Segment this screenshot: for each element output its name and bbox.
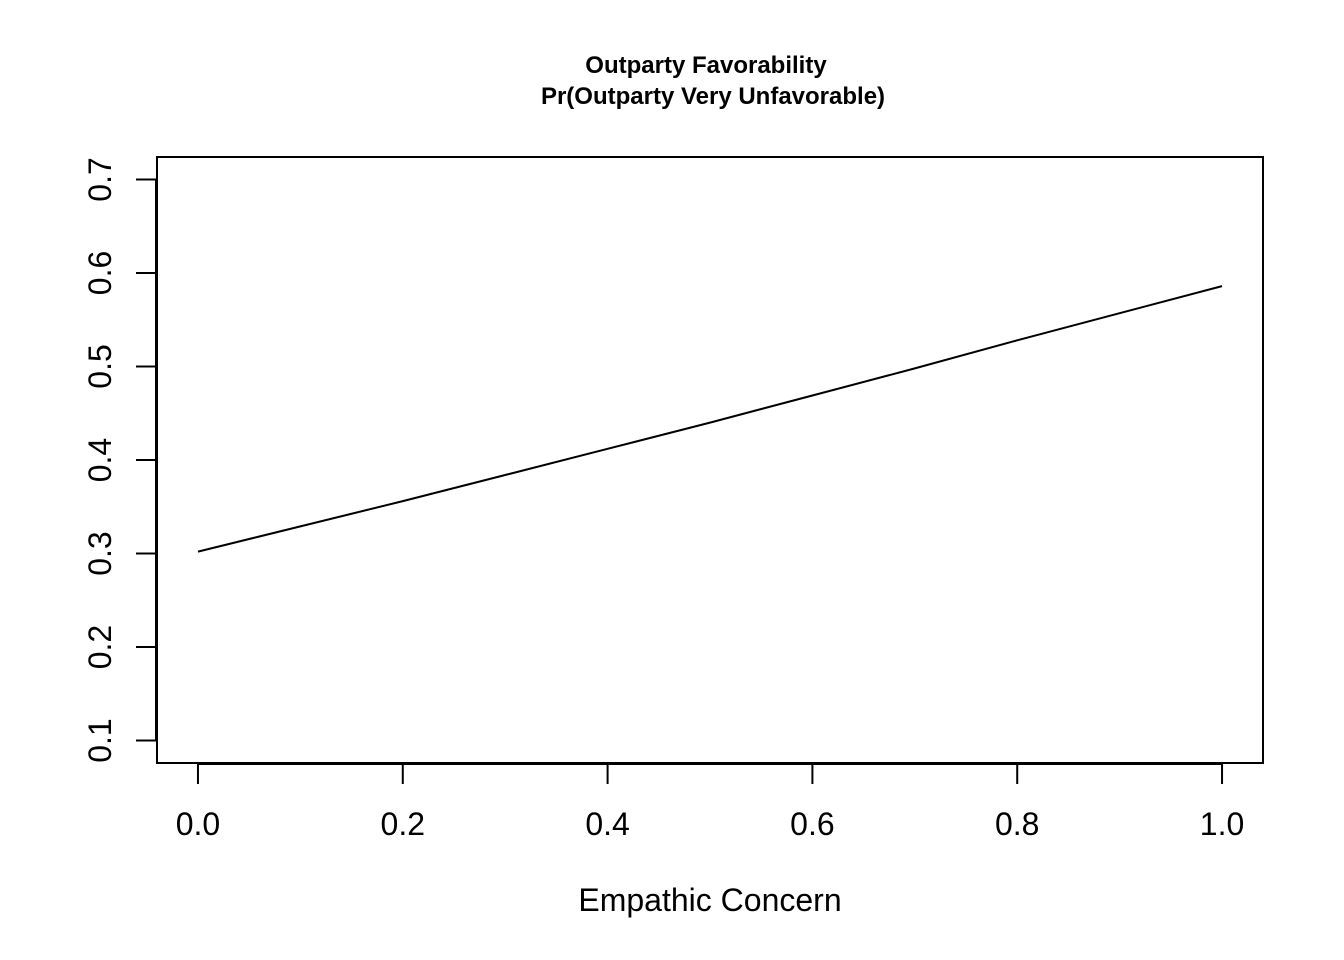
- series-line: [197, 285, 1223, 553]
- plot-frame: [156, 156, 1264, 764]
- y-tick-label: 0.1: [82, 718, 118, 762]
- x-axis: 0.0 0.2 0.4 0.6 0.8 1.0: [176, 763, 1244, 842]
- y-tick-label: 0.7: [82, 157, 118, 201]
- x-tick-label: 0.0: [176, 806, 220, 842]
- y-tick-label: 0.5: [82, 344, 118, 388]
- series-layer: [197, 285, 1223, 553]
- x-tick-label: 1.0: [1200, 806, 1244, 842]
- chart-title: Outparty Favorability: [585, 52, 827, 79]
- x-tick-label: 0.8: [995, 806, 1039, 842]
- x-tick-label: 0.4: [585, 806, 629, 842]
- chart-subtitle: Pr(Outparty Very Unfavorable): [541, 83, 885, 110]
- y-tick-label: 0.6: [82, 251, 118, 295]
- x-tick-label: 0.6: [790, 806, 834, 842]
- y-tick-label: 0.4: [82, 438, 118, 482]
- y-axis: 0.1 0.2 0.3 0.4 0.5 0.6 0.7: [82, 157, 157, 763]
- y-tick-label: 0.2: [82, 625, 118, 669]
- y-tick-label: 0.3: [82, 531, 118, 575]
- x-axis-label: Empathic Concern: [578, 882, 841, 918]
- x-tick-label: 0.2: [381, 806, 425, 842]
